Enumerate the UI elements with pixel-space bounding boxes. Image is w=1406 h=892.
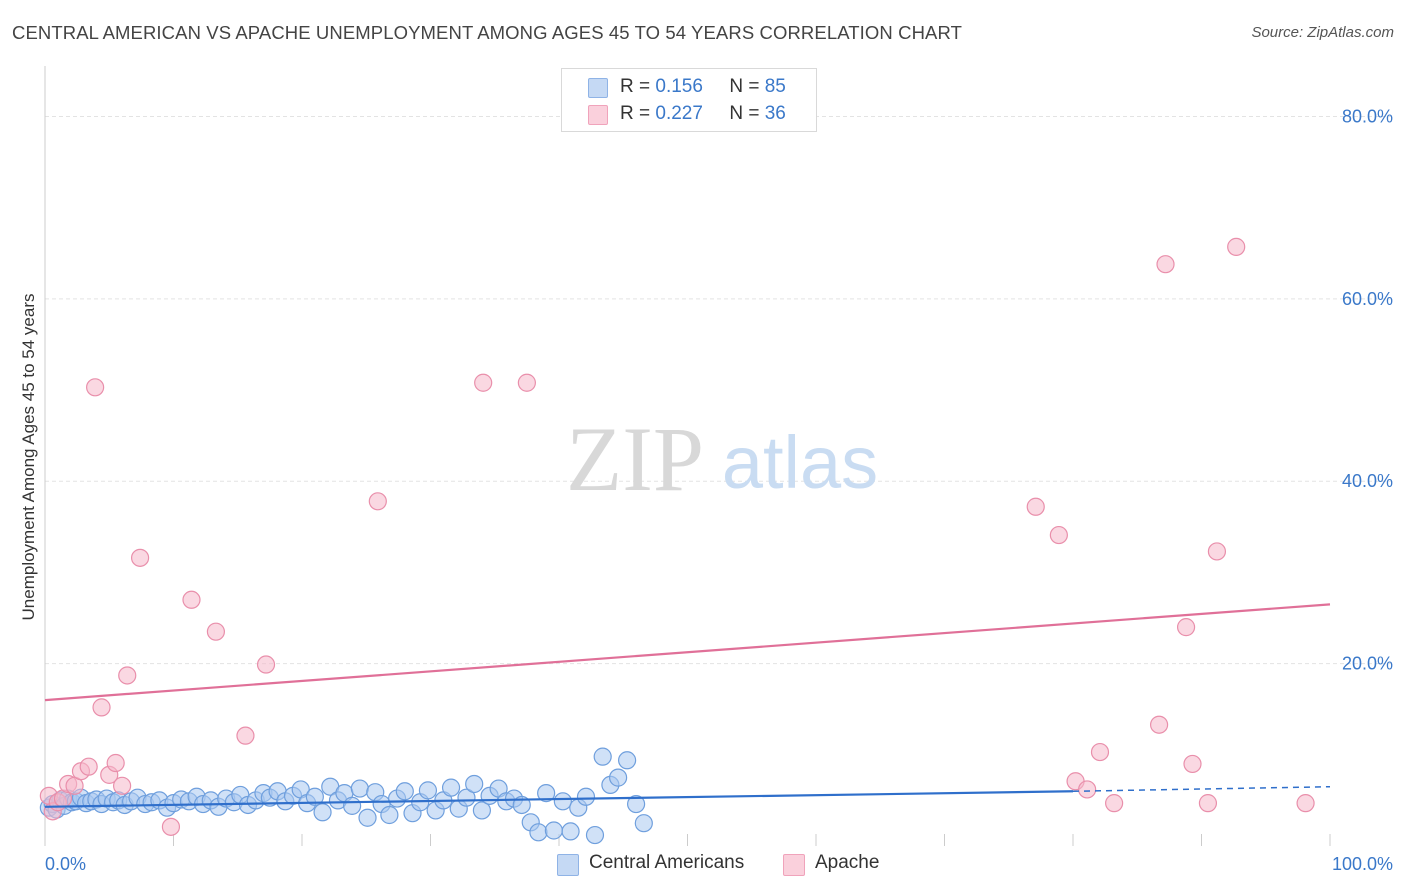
legend-r-label: R = xyxy=(620,76,651,97)
data-point xyxy=(368,492,387,511)
y-tick-label: 20.0% xyxy=(1342,654,1393,674)
watermark-zip: ZIP xyxy=(566,408,704,510)
legend-swatch-blue xyxy=(588,78,608,98)
data-point xyxy=(1198,794,1218,813)
data-point xyxy=(161,817,181,836)
data-point xyxy=(474,373,493,392)
data-point xyxy=(79,757,98,776)
y-tick-label: 40.0% xyxy=(1342,471,1393,491)
data-point xyxy=(553,792,572,811)
data-point xyxy=(1078,780,1097,799)
axes xyxy=(44,66,1331,846)
x-tick-label: 100.0% xyxy=(1332,854,1393,874)
data-point xyxy=(418,781,438,800)
chart-title: CENTRAL AMERICAN VS APACHE UNEMPLOYMENT … xyxy=(12,22,962,43)
data-point xyxy=(576,787,596,806)
data-point xyxy=(1090,742,1110,762)
data-point xyxy=(92,698,111,717)
data-point xyxy=(529,823,548,842)
data-point xyxy=(106,753,125,773)
watermark: ZIP atlas xyxy=(566,408,878,510)
data-point xyxy=(182,590,201,609)
data-point xyxy=(343,796,362,815)
y-tick-label: 80.0% xyxy=(1342,106,1393,126)
data-point xyxy=(1049,525,1068,545)
trend-line xyxy=(44,790,1074,808)
data-point xyxy=(1176,618,1196,637)
watermark-atlas: atlas xyxy=(722,421,878,504)
data-point xyxy=(626,794,646,814)
y-tick-label: 60.0% xyxy=(1342,289,1393,309)
data-point xyxy=(561,822,580,841)
data-point xyxy=(585,825,605,845)
trend-line xyxy=(44,603,1331,702)
data-point xyxy=(517,373,536,392)
legend-r-label: R = xyxy=(620,103,651,124)
gridlines xyxy=(45,115,1392,665)
data-point xyxy=(634,814,653,833)
data-point xyxy=(472,801,491,820)
legend-n-label: N = xyxy=(729,103,760,124)
trend-lines xyxy=(44,603,1331,808)
data-point xyxy=(350,779,369,798)
data-point xyxy=(118,666,137,685)
series-apache xyxy=(39,237,1315,836)
data-point xyxy=(544,821,563,840)
data-point xyxy=(609,768,628,787)
data-point xyxy=(236,726,255,745)
data-point xyxy=(537,784,556,803)
data-point xyxy=(1227,237,1246,256)
data-point xyxy=(256,655,276,674)
data-point xyxy=(130,548,150,567)
data-points xyxy=(39,237,1315,845)
data-point xyxy=(441,778,461,797)
data-point xyxy=(395,782,414,801)
data-point xyxy=(313,803,332,822)
source-label: Source: ZipAtlas.com xyxy=(1251,24,1394,41)
bottom-legend-label: Apache xyxy=(815,852,880,873)
data-point xyxy=(593,747,612,766)
data-point xyxy=(112,776,132,795)
data-point xyxy=(618,751,637,770)
legend-n-label: N = xyxy=(729,76,760,97)
bottom-legend-label: Central Americans xyxy=(589,852,745,873)
legend: R = 0.156 N = 85 R = 0.227 N = 36 xyxy=(561,68,817,132)
x-tick-label: 0.0% xyxy=(45,854,86,874)
bottom-legend-swatch-pink xyxy=(783,854,805,876)
legend-swatch-pink xyxy=(588,105,608,125)
data-point xyxy=(380,805,399,825)
legend-n-value: 85 xyxy=(764,76,786,97)
data-point xyxy=(1207,542,1227,561)
data-point xyxy=(358,808,377,827)
data-point xyxy=(1105,794,1124,813)
trend-line-extension xyxy=(1072,785,1331,793)
data-point xyxy=(86,378,105,397)
data-point xyxy=(1156,255,1175,274)
tick-labels: 20.0% 40.0% 60.0% 80.0% 0.0% 100.0% xyxy=(45,106,1393,874)
y-axis-label: Unemployment Among Ages 45 to 54 years xyxy=(19,294,38,621)
data-point xyxy=(206,622,226,641)
legend-r-value: 0.156 xyxy=(655,76,703,97)
data-point xyxy=(1183,754,1202,774)
legend-n-value: 36 xyxy=(764,103,786,124)
data-point xyxy=(465,774,484,794)
series-central-americans xyxy=(39,747,653,845)
legend-r-value: 0.227 xyxy=(655,103,703,124)
data-point xyxy=(305,787,324,806)
data-point xyxy=(1026,497,1045,516)
data-point xyxy=(1296,794,1315,813)
bottom-legend-swatch-blue xyxy=(557,854,579,876)
data-point xyxy=(1149,715,1169,734)
data-point xyxy=(457,788,476,807)
